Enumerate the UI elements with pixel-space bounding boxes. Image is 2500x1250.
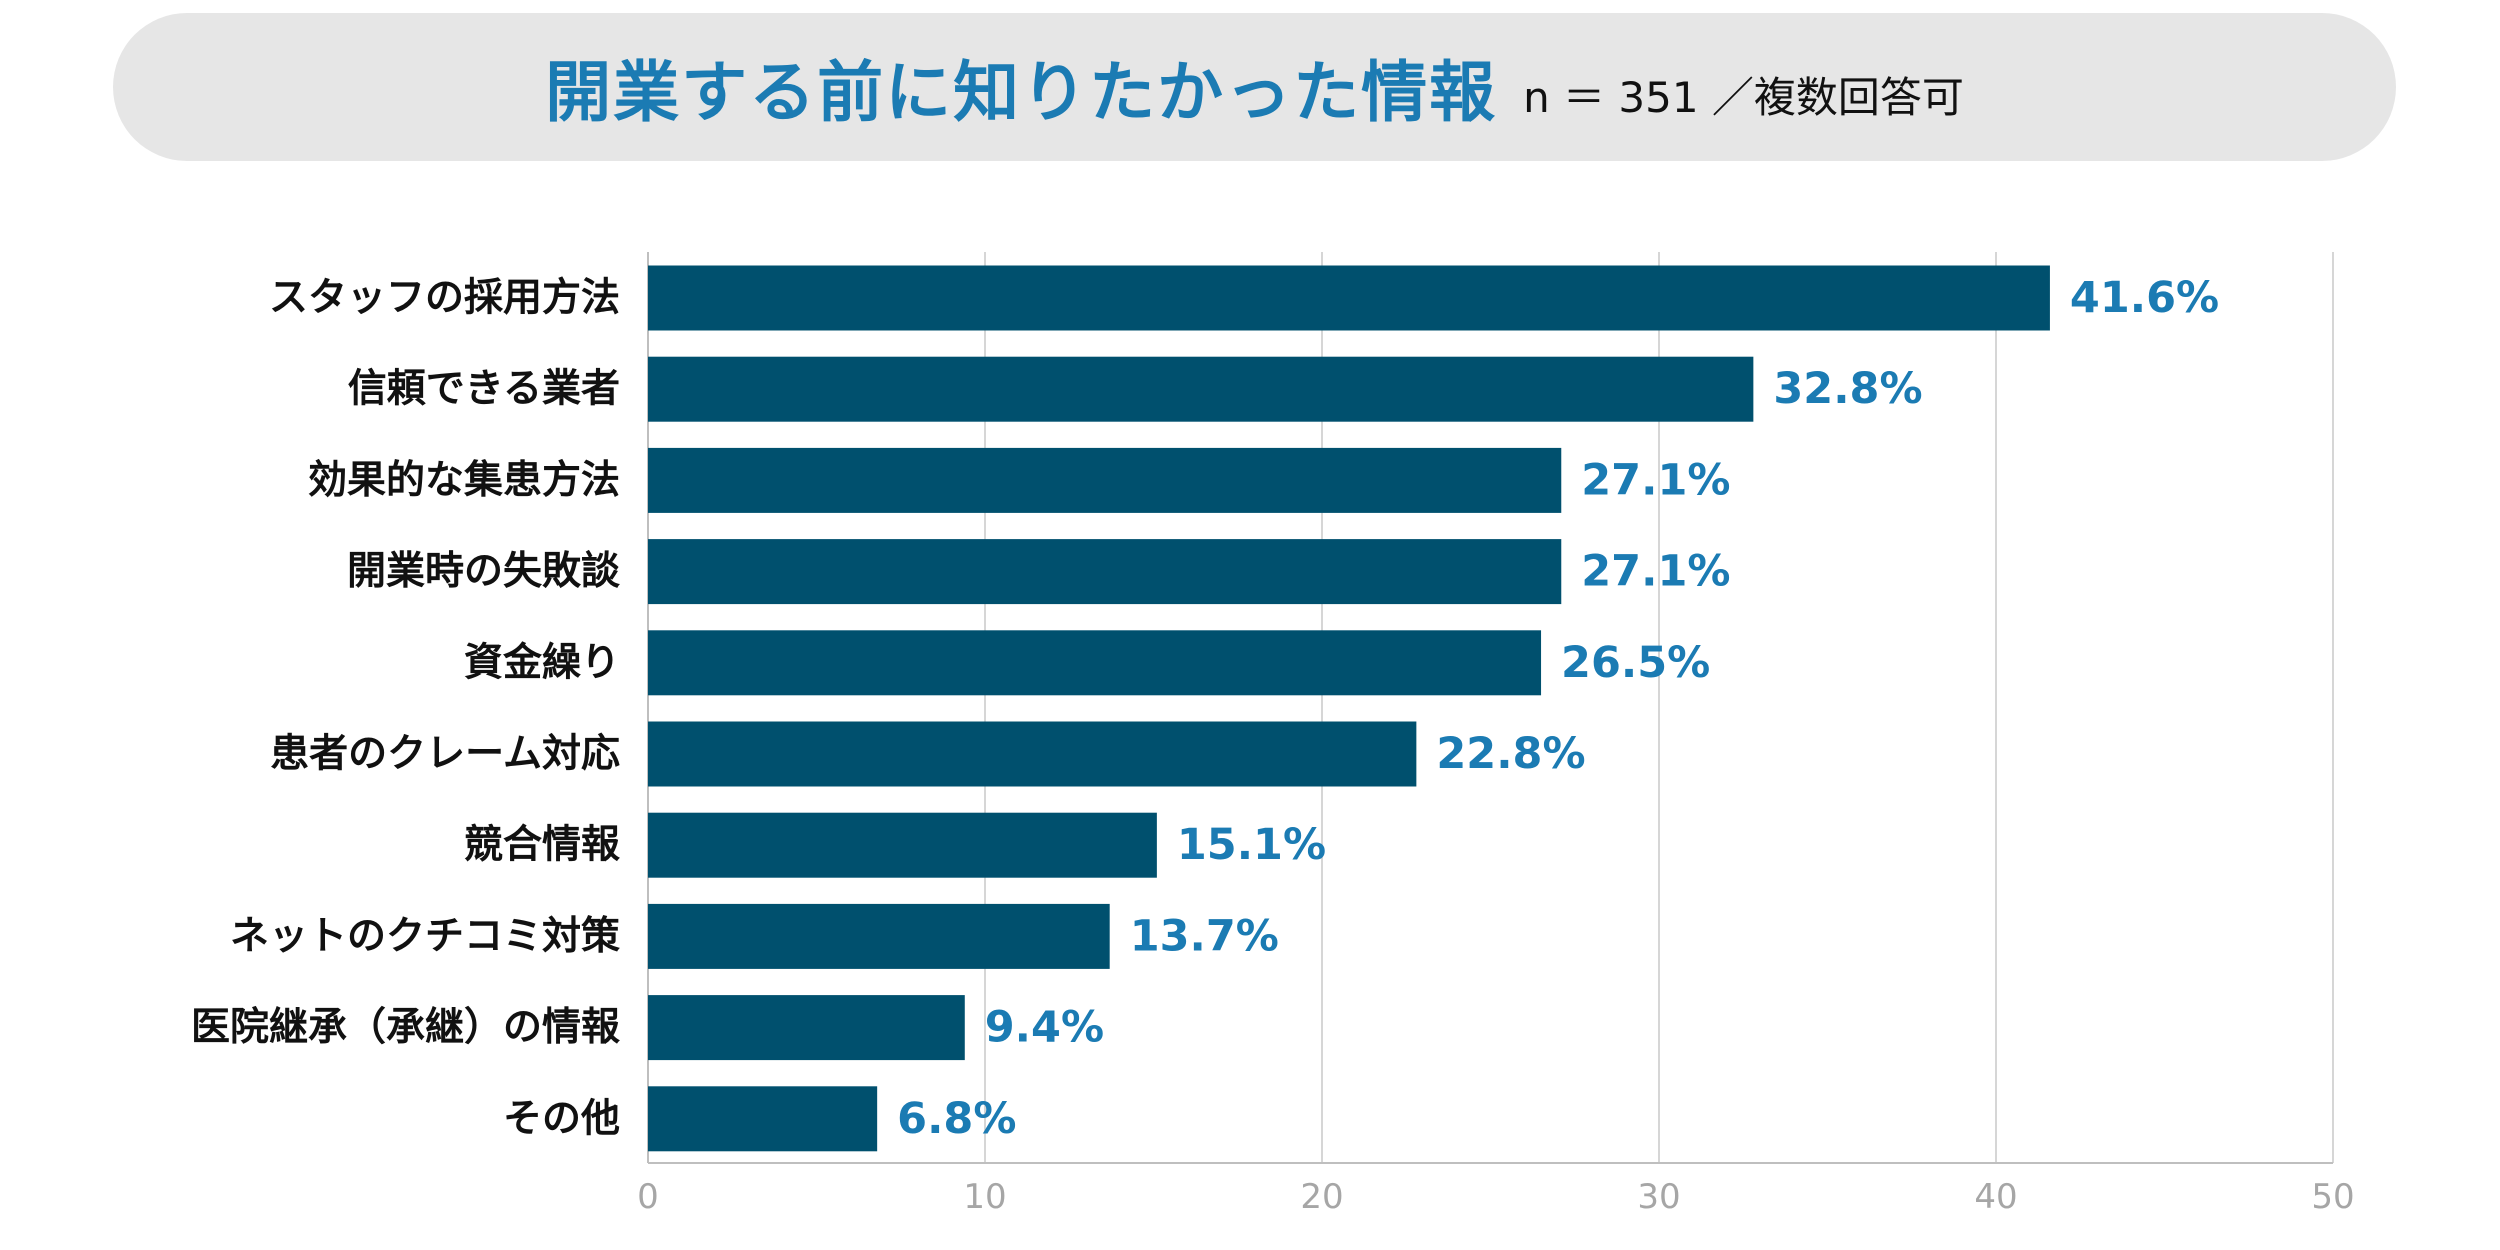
bars [648, 265, 2050, 1152]
bar-0 [648, 265, 2050, 331]
chart-subtitle: n ＝ 351 ／複数回答可 [1523, 72, 1964, 122]
x-tick-label-50: 50 [2311, 1177, 2354, 1217]
category-label-9: その他 [503, 1096, 620, 1141]
title-banner: 開業する前に知りたかった情報 n ＝ 351 ／複数回答可 [113, 13, 2396, 161]
bar-2 [648, 447, 1562, 513]
category-labels: スタッフの採用方法信頼できる業者効果的な集患方法開業時の失敗談資金繰り患者のクレ… [191, 276, 620, 1142]
bar-1 [648, 356, 1754, 422]
category-label-3: 開業時の失敗談 [347, 549, 620, 594]
x-tick-label-10: 10 [963, 1177, 1006, 1217]
bar-4 [648, 630, 1542, 696]
bar-9 [648, 1086, 878, 1152]
value-labels: 41.6% 32.8% 27.1% 27.1% 26.5% 22.8% 15.1% 13.7%… [897, 273, 2219, 1144]
bar-8 [648, 995, 965, 1061]
category-label-7: ネットのクチコミ対策 [230, 914, 620, 959]
bar-6 [648, 812, 1157, 878]
value-label-6: 15.1% [1177, 820, 1326, 870]
value-label-1: 32.8% [1773, 364, 1922, 414]
value-label-0: 41.6% [2070, 273, 2219, 323]
bar-3 [648, 539, 1562, 605]
value-label-8: 9.4% [985, 1003, 1104, 1053]
category-label-0: スタッフの採用方法 [269, 276, 620, 321]
category-label-6: 競合情報 [464, 823, 620, 868]
bar-7 [648, 903, 1110, 969]
category-label-1: 信頼できる業者 [348, 367, 620, 412]
x-tick-label-20: 20 [1300, 1177, 1343, 1217]
value-label-2: 27.1% [1581, 455, 1730, 505]
chart-title: 開業する前に知りたかった情報 [545, 54, 1498, 131]
x-axis-ticks: 0 10 20 30 40 50 [637, 1177, 2354, 1217]
category-label-4: 資金繰り [464, 640, 620, 685]
value-label-5: 22.8% [1436, 729, 1585, 779]
category-label-8: 医院継承（承継）の情報 [191, 1005, 620, 1050]
value-label-9: 6.8% [897, 1094, 1016, 1144]
category-label-5: 患者のクレーム対応 [270, 732, 620, 777]
value-label-7: 13.7% [1130, 911, 1279, 961]
x-tick-label-40: 40 [1974, 1177, 2017, 1217]
value-label-3: 27.1% [1581, 547, 1730, 597]
category-label-2: 効果的な集患方法 [308, 458, 620, 503]
bar-5 [648, 721, 1417, 787]
x-tick-label-0: 0 [637, 1177, 659, 1217]
x-tick-label-30: 30 [1637, 1177, 1680, 1217]
value-label-4: 26.5% [1561, 638, 1710, 688]
